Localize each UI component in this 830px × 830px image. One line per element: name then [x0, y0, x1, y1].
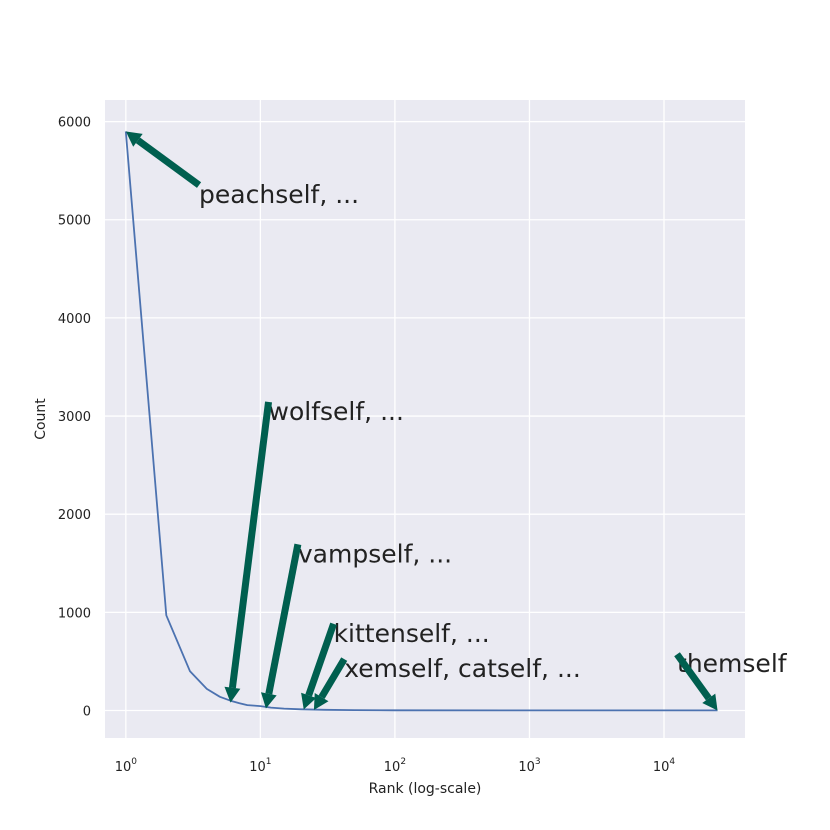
x-tick-exponent: 4 [669, 757, 675, 767]
y-tick-label: 4000 [58, 312, 91, 327]
annotation-label: wolfself, ... [269, 397, 404, 426]
annotation-arrow [135, 137, 202, 188]
y-tick-label: 2000 [58, 508, 91, 523]
y-tick-label: 3000 [58, 410, 91, 425]
annotation-arrowhead [260, 692, 277, 709]
x-tick-base: 10 [653, 760, 670, 775]
x-tick-label: 102 [384, 757, 406, 775]
series-line [124, 131, 718, 712]
annotation-arrowhead [125, 131, 143, 147]
x-tick-label: 100 [115, 757, 138, 775]
x-tick-base: 10 [518, 760, 535, 775]
annotation-arrow [305, 622, 337, 697]
annotation-label: themself [677, 649, 788, 678]
annotation-arrowhead [224, 686, 241, 703]
y-tick-label: 6000 [58, 116, 91, 131]
y-tick-label: 0 [83, 705, 91, 720]
annotation-label: xemself, catself, ... [344, 654, 581, 683]
x-tick-label: 104 [653, 757, 676, 775]
annotation-arrowhead [313, 693, 329, 711]
series-layer [124, 131, 718, 712]
x-tick-exponent: 2 [400, 757, 406, 767]
annotation-arrow [228, 401, 273, 689]
x-tick-label: 103 [518, 757, 540, 775]
x-tick-label: 101 [249, 757, 271, 775]
x-axis-label: Rank (log-scale) [369, 781, 482, 797]
x-tick-exponent: 1 [266, 757, 272, 767]
annotation-arrowhead [702, 693, 718, 711]
annotation-label: vampself, ... [298, 539, 452, 568]
annotations: peachself, ... wolfself, ... vampself, ...… [125, 131, 788, 711]
y-tick-label: 5000 [58, 214, 91, 229]
y-axis-label: Count [33, 398, 49, 440]
annotation-arrow [318, 657, 348, 699]
annotation-label: kittenself, ... [334, 619, 490, 648]
annotation-arrow [674, 652, 712, 701]
annotation-label: peachself, ... [199, 180, 359, 209]
annotation-arrow [265, 543, 302, 695]
annotation-arrowhead [301, 692, 317, 710]
x-tick-exponent: 3 [535, 757, 541, 767]
y-tick-label: 1000 [58, 606, 91, 621]
x-tick-base: 10 [115, 760, 132, 775]
plot-background [105, 100, 745, 738]
gridlines [105, 100, 745, 738]
x-tick-exponent: 0 [131, 757, 137, 767]
x-tick-base: 10 [249, 760, 266, 775]
x-tick-base: 10 [384, 760, 401, 775]
